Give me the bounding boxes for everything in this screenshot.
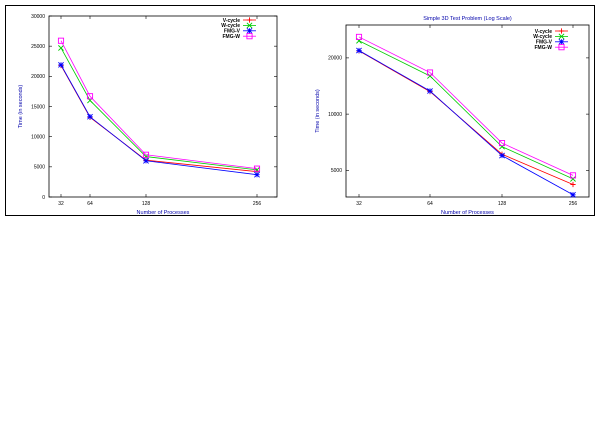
- data-point: [570, 191, 576, 198]
- data-point: [356, 47, 362, 54]
- y-tick-label: 20000: [328, 56, 342, 62]
- y-tick-label: 10000: [328, 112, 342, 118]
- y-tick-label: 25000: [31, 44, 45, 50]
- legend-label: FMG-W: [223, 34, 241, 40]
- y-axis-title: Time (in seconds): [315, 89, 321, 133]
- series-fmg-v: [58, 61, 260, 178]
- legend-marker: [558, 44, 565, 51]
- data-point: [254, 171, 260, 178]
- series-line: [358, 36, 574, 176]
- data-point: [498, 140, 506, 147]
- series-w-cycle: [58, 45, 260, 173]
- figure-frame: [5, 5, 595, 216]
- series-line: [358, 40, 574, 180]
- legend-marker: [246, 22, 253, 29]
- data-point: [58, 45, 64, 51]
- data-point: [356, 37, 362, 44]
- data-point: [570, 175, 576, 182]
- y-tick-label: 5000: [34, 165, 45, 171]
- data-point: [355, 33, 363, 40]
- legend-label: V-cycle: [223, 18, 240, 24]
- legend-marker: [246, 33, 253, 40]
- y-tick-label: 10000: [31, 134, 45, 140]
- x-tick-label: 256: [569, 201, 578, 207]
- legend-label: FMG-V: [224, 29, 241, 35]
- legend-marker: [558, 33, 565, 40]
- series-line: [60, 64, 258, 176]
- series-w-cycle: [356, 37, 576, 182]
- chart-2: 5000 10000 20000 32 64 128 256 Number of Proces…: [315, 16, 590, 216]
- legend-label: V-cycle: [535, 29, 552, 35]
- data-point: [143, 157, 149, 164]
- data-point: [253, 165, 261, 172]
- y-tick-label: 20000: [31, 74, 45, 80]
- x-tick-label: 128: [142, 201, 151, 207]
- chart-1: 0 5000 10000 15000 20000 25000 30000 32 64 128 256…: [18, 14, 278, 216]
- x-axis-title: Number of Processes: [441, 210, 494, 216]
- legend-label: W-cycle: [221, 23, 240, 29]
- legend-label: FMG-V: [536, 40, 553, 46]
- series-fmg-v: [356, 47, 576, 198]
- x-tick-label: 128: [498, 201, 507, 207]
- x-axis-title: Number of Processes: [137, 210, 190, 216]
- y-axis-title: Time (in seconds): [18, 85, 24, 129]
- chart-title: Simple 3D Test Problem (Log Scale): [423, 16, 512, 22]
- legend-label: FMG-W: [535, 45, 553, 51]
- data-point: [58, 61, 64, 68]
- series-line: [60, 40, 258, 170]
- x-tick-label: 256: [253, 201, 262, 207]
- legend-marker: [246, 17, 253, 23]
- y-tick-label: 30000: [31, 14, 45, 20]
- x-tick-label: 64: [427, 201, 433, 207]
- data-point: [87, 113, 93, 120]
- data-point: [499, 152, 505, 159]
- data-point: [427, 88, 433, 94]
- y-tick-label: 0: [42, 195, 45, 201]
- plot-area: [345, 24, 590, 198]
- y-tick-label: 15000: [31, 104, 45, 110]
- data-point: [570, 181, 576, 188]
- y-tick-label: 5000: [331, 168, 342, 174]
- data-point: [426, 69, 434, 76]
- series-v-cycle: [356, 48, 576, 188]
- series-line: [358, 50, 574, 196]
- x-tick-label: 32: [58, 201, 64, 207]
- legend-marker: [558, 38, 565, 45]
- data-point: [499, 143, 505, 150]
- series-fmg-w: [57, 37, 261, 172]
- x-tick-label: 64: [87, 201, 93, 207]
- legend-label: W-cycle: [533, 34, 552, 40]
- series-line: [60, 47, 258, 171]
- legend-marker: [246, 27, 253, 34]
- data-point: [569, 172, 577, 179]
- data-point: [86, 93, 94, 100]
- x-tick-label: 32: [356, 201, 362, 207]
- legend-marker: [558, 28, 565, 34]
- data-point: [57, 37, 65, 44]
- series-fmg-w: [355, 33, 577, 179]
- data-point: [142, 151, 150, 158]
